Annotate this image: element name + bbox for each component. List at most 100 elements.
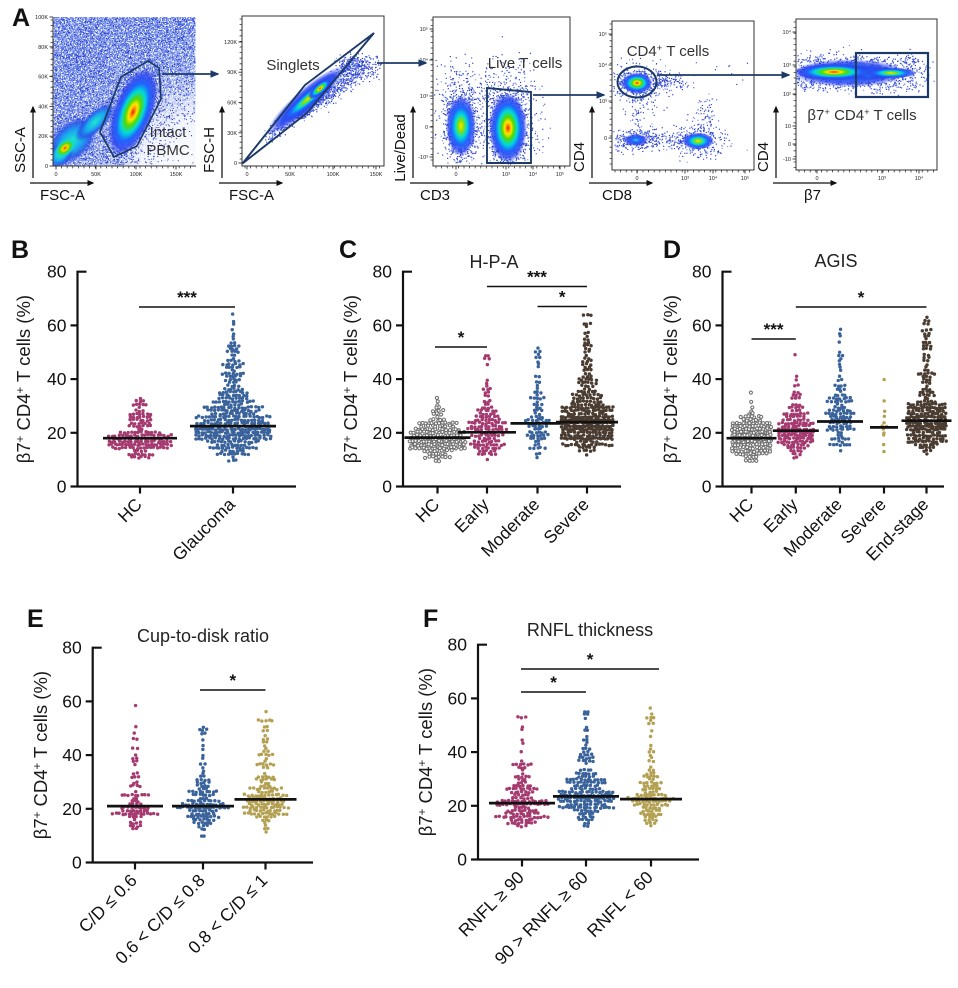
svg-text:0: 0	[788, 142, 791, 148]
svg-text:40: 40	[448, 742, 468, 762]
svg-text:0: 0	[72, 853, 82, 873]
svg-text:0: 0	[604, 136, 607, 142]
svg-text:*: *	[858, 288, 865, 307]
svg-text:10⁵: 10⁵	[599, 31, 607, 38]
svg-text:60: 60	[47, 315, 67, 335]
svg-text:0: 0	[57, 477, 67, 497]
svg-text:β7+​ CD4+​ T cells (%): β7+​ CD4+​ T cells (%)	[415, 668, 436, 836]
svg-text:Glaucoma: Glaucoma	[168, 494, 239, 565]
svg-text:*: *	[458, 328, 465, 347]
svg-text:CD3: CD3	[420, 187, 450, 204]
svg-text:40: 40	[47, 369, 67, 389]
svg-text:HC: HC	[725, 494, 757, 526]
svg-text:Live/Dead: Live/Dead	[392, 114, 409, 182]
svg-text:10⁵: 10⁵	[420, 26, 428, 33]
svg-text:20: 20	[62, 799, 82, 819]
svg-text:80: 80	[692, 262, 712, 282]
svg-text:60: 60	[62, 691, 82, 711]
svg-text:H-P-A: H-P-A	[470, 252, 519, 272]
svg-text:β7+​ CD4+​ T cells: β7+​ CD4+​ T cells	[807, 107, 916, 124]
svg-text:10⁵: 10⁵	[741, 175, 749, 182]
svg-text:100K: 100K	[327, 172, 340, 178]
svg-text:10³: 10³	[878, 176, 886, 182]
svg-text:40: 40	[62, 745, 82, 765]
svg-text:0: 0	[454, 172, 457, 178]
svg-text:CD8: CD8	[602, 187, 632, 204]
svg-text:50K: 50K	[91, 172, 101, 178]
svg-text:PBMC: PBMC	[146, 142, 190, 159]
svg-text:10³: 10³	[420, 94, 428, 100]
svg-text:0: 0	[815, 176, 818, 182]
svg-text:C/D ≤ 0.6: C/D ≤ 0.6	[75, 870, 141, 936]
svg-text:50K: 50K	[285, 172, 295, 178]
svg-text:***: ***	[177, 288, 197, 307]
svg-text:*: *	[550, 673, 557, 692]
svg-text:60K: 60K	[38, 75, 48, 81]
svg-text:Severe: Severe	[539, 494, 592, 547]
svg-text:0: 0	[425, 125, 428, 131]
svg-text:CD4+​ T cells: CD4+​ T cells	[627, 43, 710, 60]
svg-text:F: F	[423, 605, 438, 633]
svg-text:β7+​ CD4+​ T cells (%): β7+​ CD4+​ T cells (%)	[13, 295, 34, 463]
svg-text:90K: 90K	[227, 70, 237, 76]
svg-text:10³: 10³	[502, 172, 510, 178]
svg-text:60: 60	[373, 315, 393, 335]
svg-text:10⁴: 10⁴	[529, 171, 538, 178]
svg-text:0: 0	[702, 477, 712, 497]
svg-text:60: 60	[692, 315, 712, 335]
svg-text:Singlets: Singlets	[266, 57, 319, 74]
svg-text:10⁴: 10⁴	[709, 175, 718, 182]
svg-text:40: 40	[692, 369, 712, 389]
svg-text:100K: 100K	[130, 172, 143, 178]
svg-text:E: E	[27, 605, 44, 633]
svg-text:HC: HC	[411, 494, 443, 526]
svg-text:*: *	[587, 650, 594, 669]
svg-text:10²: 10²	[783, 92, 791, 98]
svg-text:40: 40	[373, 369, 393, 389]
svg-text:***: ***	[527, 268, 547, 287]
svg-text:80: 80	[373, 262, 393, 282]
svg-text:0: 0	[54, 172, 57, 178]
svg-text:CD4: CD4	[755, 142, 772, 172]
svg-text:Cup-to-disk ratio: Cup-to-disk ratio	[137, 626, 269, 646]
svg-text:Intact: Intact	[150, 124, 188, 141]
svg-text:A: A	[12, 4, 30, 32]
svg-text:Early: Early	[450, 494, 493, 537]
svg-text:120K: 120K	[224, 40, 237, 46]
svg-text:0: 0	[234, 161, 237, 167]
svg-text:AGIS: AGIS	[814, 251, 857, 271]
svg-text:β7: β7	[804, 187, 821, 204]
svg-text:0: 0	[245, 172, 248, 178]
svg-text:0: 0	[45, 164, 48, 170]
svg-text:FSC-A: FSC-A	[40, 187, 85, 204]
svg-text:Live T cells: Live T cells	[488, 55, 562, 72]
svg-text:20K: 20K	[38, 134, 48, 140]
svg-text:150K: 150K	[170, 172, 183, 178]
svg-text:*: *	[559, 288, 566, 307]
svg-text:10³: 10³	[681, 176, 689, 182]
svg-text:10⁴: 10⁴	[783, 29, 792, 36]
svg-text:β7+​ CD4+​ T cells (%): β7+​ CD4+​ T cells (%)	[660, 295, 681, 463]
svg-text:20: 20	[692, 423, 712, 443]
svg-text:D: D	[663, 236, 681, 264]
svg-text:80: 80	[448, 635, 468, 655]
svg-text:-10³: -10³	[418, 155, 428, 161]
svg-text:B: B	[11, 236, 29, 264]
svg-text:10⁵: 10⁵	[556, 171, 564, 178]
svg-text:150K: 150K	[370, 172, 383, 178]
svg-text:80: 80	[47, 262, 67, 282]
svg-text:60: 60	[448, 688, 468, 708]
svg-text:10⁴: 10⁴	[915, 175, 924, 182]
svg-text:0: 0	[457, 850, 467, 870]
svg-text:100K: 100K	[35, 15, 48, 21]
svg-text:30K: 30K	[227, 131, 237, 137]
svg-text:RNFL < 60: RNFL < 60	[583, 867, 657, 941]
svg-text:0: 0	[635, 176, 638, 182]
svg-text:HC: HC	[114, 494, 146, 526]
svg-text:60K: 60K	[227, 101, 237, 107]
svg-text:CD4: CD4	[571, 142, 588, 172]
svg-text:RNFL thickness: RNFL thickness	[527, 620, 653, 640]
svg-text:FSC-H: FSC-H	[201, 127, 218, 173]
svg-text:20: 20	[373, 423, 393, 443]
svg-text:SSC-A: SSC-A	[12, 127, 29, 173]
